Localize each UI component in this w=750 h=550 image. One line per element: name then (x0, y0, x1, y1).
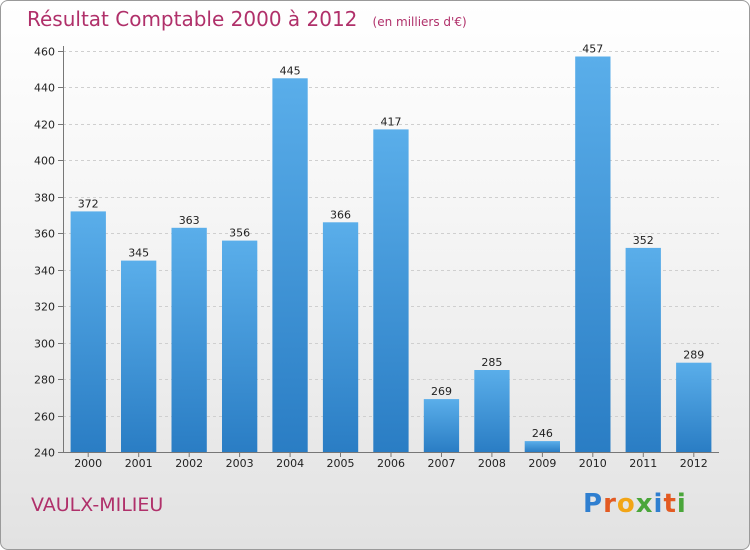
x-tick-label: 2009 (528, 457, 556, 470)
bar-value-label: 366 (330, 208, 351, 221)
y-tick-label: 460 (34, 46, 55, 59)
logo-letter: i (676, 489, 687, 519)
y-tick-label: 340 (34, 265, 55, 278)
x-tick-label: 2012 (680, 457, 708, 470)
bar-value-label: 285 (481, 356, 502, 369)
bar-value-label: 372 (78, 197, 99, 210)
logo-letter: t (663, 489, 677, 519)
bars: 372 345 363 356 445 366 417 269 285 246 457 352 289 (70, 43, 712, 453)
bar-2005 (322, 222, 359, 452)
y-tick-label: 360 (34, 228, 55, 241)
bar-2004 (272, 78, 308, 453)
bar-value-label: 417 (381, 115, 402, 128)
y-tick-label: 440 (34, 82, 55, 95)
commune-name: VAULX-MILIEU (31, 494, 164, 516)
bar-2007 (423, 399, 460, 452)
bar-value-label: 246 (532, 427, 553, 440)
chart-title-block: Résultat Comptable 2000 à 2012 (en milli… (27, 7, 467, 31)
bar-value-label: 352 (633, 234, 654, 247)
y-tick-label: 280 (34, 374, 55, 387)
bar-value-label: 269 (431, 385, 452, 398)
y-tick-label: 240 (34, 447, 55, 460)
bar-value-label: 289 (683, 349, 704, 362)
x-tick-label: 2011 (629, 457, 657, 470)
bar-2006 (373, 129, 409, 452)
x-tick-label: 2002 (175, 457, 203, 470)
bar-2003 (222, 240, 258, 452)
proxiti-logo: Proxiti (583, 489, 687, 519)
y-tick-label: 400 (34, 155, 55, 168)
logo-letter: P (583, 489, 604, 519)
chart-title: Résultat Comptable 2000 à 2012 (27, 7, 358, 31)
logo-letter: o (616, 489, 636, 519)
y-tick-label: 300 (34, 338, 55, 351)
bar-2001 (121, 260, 157, 452)
bar-2012 (676, 362, 712, 452)
bar-value-label: 445 (280, 64, 301, 77)
x-tick-label: 2003 (226, 457, 254, 470)
bar-value-label: 457 (582, 43, 603, 56)
x-tick-label: 2001 (125, 457, 153, 470)
y-tick-label: 260 (34, 411, 55, 424)
x-axis: 2000 2001 2002 2003 2004 2005 2006 2007 2008 2009… (63, 452, 719, 470)
bar-2009 (524, 441, 560, 452)
x-tick-label: 2005 (327, 457, 355, 470)
bar-2010 (575, 56, 611, 452)
y-tick-label: 380 (34, 192, 55, 205)
chart-subtitle: (en milliers d'€) (372, 15, 467, 29)
x-tick-label: 2007 (428, 457, 456, 470)
bar-2008 (474, 370, 510, 452)
x-tick-label: 2004 (276, 457, 304, 470)
y-tick-label: 420 (34, 119, 55, 132)
y-axis: 240 260 280 300 320 340 360 380 400 420 440 460 (34, 46, 64, 460)
bar-value-label: 356 (229, 227, 250, 240)
y-tick-label: 320 (34, 301, 55, 314)
x-tick-label: 2000 (74, 457, 102, 470)
logo-letter: r (603, 489, 617, 519)
x-tick-label: 2010 (579, 457, 607, 470)
bar-2011 (625, 247, 661, 452)
bar-value-label: 363 (179, 214, 200, 227)
bar-2002 (171, 227, 207, 452)
logo-letter: i (653, 489, 664, 519)
x-tick-label: 2006 (377, 457, 405, 470)
logo-letter: x (635, 489, 654, 519)
x-tick-label: 2008 (478, 457, 506, 470)
bar-value-label: 345 (128, 247, 149, 260)
bar-2000 (70, 211, 106, 452)
